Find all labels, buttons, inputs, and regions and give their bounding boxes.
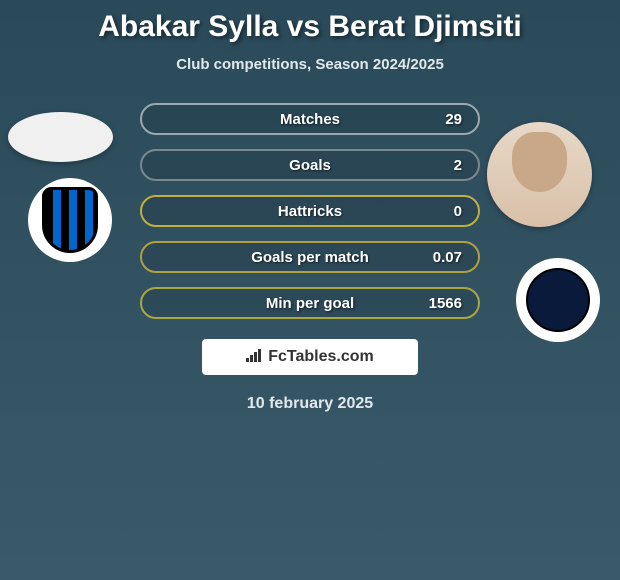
club-right-badge <box>516 258 600 342</box>
stat-value: 2 <box>454 157 462 174</box>
stat-label: Min per goal <box>266 295 354 312</box>
site-label: FcTables.com <box>268 348 374 366</box>
club-left-badge <box>28 178 112 262</box>
stat-label: Hattricks <box>278 203 342 220</box>
stat-value: 29 <box>445 111 462 128</box>
stat-value: 1566 <box>429 295 462 312</box>
player-left-avatar <box>8 112 113 162</box>
stat-row-matches: Matches 29 <box>140 103 480 135</box>
date-text: 10 february 2025 <box>0 395 620 413</box>
stat-label: Goals <box>289 157 331 174</box>
chart-icon <box>246 348 264 367</box>
stat-row-hattricks: Hattricks 0 <box>140 195 480 227</box>
stat-row-gpm: Goals per match 0.07 <box>140 241 480 273</box>
stat-label: Matches <box>280 111 340 128</box>
player-right-avatar <box>487 122 592 227</box>
page-title: Abakar Sylla vs Berat Djimsiti <box>0 10 620 44</box>
stat-value: 0.07 <box>433 249 462 266</box>
stat-row-goals: Goals 2 <box>140 149 480 181</box>
stat-label: Goals per match <box>251 249 369 266</box>
site-badge[interactable]: FcTables.com <box>202 339 418 375</box>
subtitle: Club competitions, Season 2024/2025 <box>0 56 620 73</box>
stat-value: 0 <box>454 203 462 220</box>
stat-row-mpg: Min per goal 1566 <box>140 287 480 319</box>
